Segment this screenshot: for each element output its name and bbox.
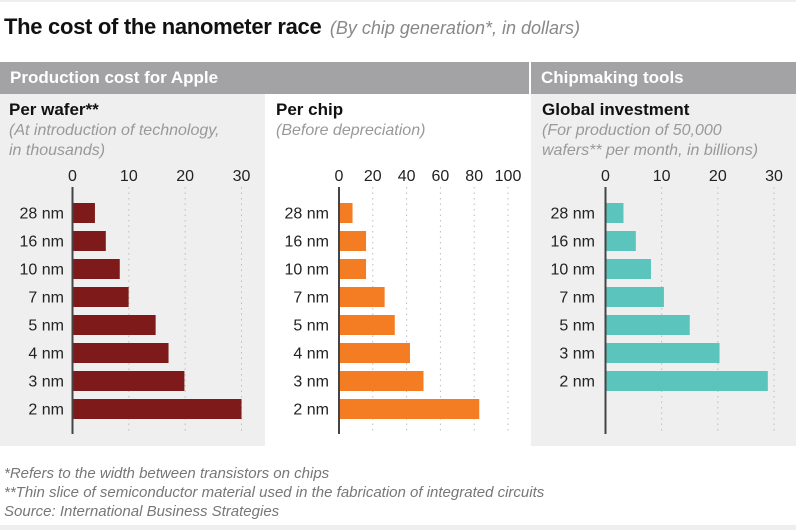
bar-2nm	[339, 399, 480, 419]
chart-per-wafer: 0 10 20 30 28 nm 16 nm 10 nm 7 nm 5 nm 4 nm 3 nm 2 …	[20, 168, 251, 434]
category-label: 28 nm	[285, 206, 329, 223]
category-label: 28 nm	[20, 206, 64, 223]
source-note: Source: International Business Strategie…	[4, 503, 280, 520]
bar-28nm	[605, 203, 624, 223]
chart-global-investment: 0 10 20 30 28 nm 16 nm 10 nm 7 nm 5 nm 3 nm 2 nm	[551, 168, 783, 434]
bar-4nm	[72, 343, 169, 363]
bar-7nm	[339, 287, 385, 307]
bar-16nm	[605, 231, 636, 251]
chart-per-chip: 0 20 40 60 80 100 28 nm 16 nm 10 nm 7 nm 5 nm 4 nm 3…	[285, 168, 522, 434]
category-label: 7 nm	[293, 290, 329, 307]
x-tick-label: 80	[465, 168, 483, 185]
category-label: 7 nm	[559, 290, 595, 307]
x-tick-label: 20	[176, 168, 194, 185]
per-chip-subtitle: (Before depreciation)	[276, 122, 426, 139]
x-tick-label: 20	[364, 168, 382, 185]
bar-10nm	[339, 259, 367, 279]
bar-28nm	[339, 203, 353, 223]
bar-3nm	[72, 371, 185, 391]
x-tick-label: 0	[335, 168, 344, 185]
category-label: 3 nm	[293, 374, 329, 391]
x-tick-label: 40	[398, 168, 416, 185]
bar-5nm	[339, 315, 395, 335]
category-label: 28 nm	[551, 206, 595, 223]
per-wafer-title: Per wafer**	[9, 100, 99, 119]
x-tick-label: 30	[765, 168, 783, 185]
per-wafer-subtitle-2: in thousands)	[9, 142, 106, 159]
bar-2nm	[72, 399, 242, 419]
title-subtitle: (By chip generation*, in dollars)	[329, 18, 581, 38]
header-chipmaking-tools: Chipmaking tools	[531, 62, 796, 94]
x-tick-label: 10	[120, 168, 138, 185]
bar-3nm	[339, 371, 424, 391]
x-tick-label: 60	[432, 168, 450, 185]
category-label: 2 nm	[28, 402, 64, 419]
global-investment-title: Global investment	[542, 100, 690, 119]
bar-3nm	[605, 343, 720, 363]
panel-global-investment: Global investment (For production of 50,…	[531, 94, 796, 446]
bar-28nm	[72, 203, 95, 223]
header-production-cost: Production cost for Apple	[0, 62, 529, 94]
chart-title: The cost of the nanometer race (By chip …	[4, 14, 580, 40]
x-tick-label: 30	[233, 168, 251, 185]
footnotes: *Refers to the width between transistors…	[4, 464, 544, 521]
category-label: 5 nm	[293, 318, 329, 335]
category-label: 10 nm	[285, 262, 329, 279]
category-label: 16 nm	[551, 234, 595, 251]
bar-5nm	[605, 315, 690, 335]
footnote-wafer: **Thin slice of semiconductor material u…	[4, 484, 545, 501]
bottom-divider	[0, 525, 796, 530]
bar-7nm	[605, 287, 664, 307]
x-tick-label: 20	[709, 168, 727, 185]
panel-per-chip: Per chip (Before depreciation) 0 20 40 60 80…	[265, 94, 530, 446]
category-label: 5 nm	[559, 318, 595, 335]
category-label: 5 nm	[28, 318, 64, 335]
bar-5nm	[72, 315, 156, 335]
footnote-chip-generation: *Refers to the width between transistors…	[4, 465, 330, 482]
category-label: 16 nm	[285, 234, 329, 251]
category-label: 3 nm	[559, 346, 595, 363]
x-tick-label: 100	[495, 168, 522, 185]
x-tick-label: 10	[653, 168, 671, 185]
per-chip-title: Per chip	[276, 100, 344, 119]
bar-7nm	[72, 287, 129, 307]
category-label: 10 nm	[20, 262, 64, 279]
bar-16nm	[72, 231, 106, 251]
bar-2nm	[605, 371, 768, 391]
top-divider	[0, 0, 796, 2]
bar-4nm	[339, 343, 410, 363]
category-label: 3 nm	[28, 374, 64, 391]
title-main: The cost of the nanometer race	[4, 14, 322, 39]
category-label: 10 nm	[551, 262, 595, 279]
bar-10nm	[605, 259, 651, 279]
per-wafer-subtitle-1: (At introduction of technology,	[9, 122, 220, 139]
x-tick-label: 0	[601, 168, 610, 185]
global-investment-subtitle-1: (For production of 50,000	[542, 122, 722, 139]
x-tick-label: 0	[68, 168, 77, 185]
panel-per-wafer: Per wafer** (At introduction of technolo…	[0, 94, 265, 446]
category-label: 2 nm	[559, 374, 595, 391]
category-label: 7 nm	[28, 290, 64, 307]
category-label: 4 nm	[293, 346, 329, 363]
category-label: 2 nm	[293, 402, 329, 419]
global-investment-subtitle-2: wafers** per month, in billions)	[542, 142, 759, 159]
bar-16nm	[339, 231, 367, 251]
category-label: 16 nm	[20, 234, 64, 251]
category-label: 4 nm	[28, 346, 64, 363]
bar-10nm	[72, 259, 120, 279]
